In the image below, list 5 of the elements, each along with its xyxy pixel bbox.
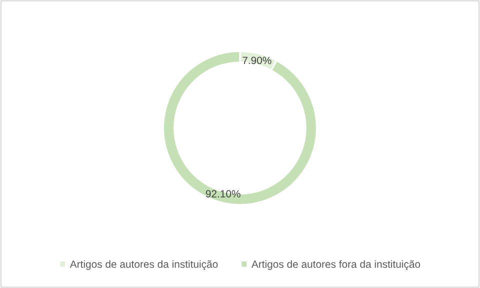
legend-label: Artigos de autores da instituição (70, 260, 218, 270)
data-label: 7.90% (242, 56, 272, 64)
donut-slice (162, 50, 318, 206)
legend-label: Artigos de autores fora da instituição (251, 260, 420, 270)
data-label: 92.10% (206, 190, 240, 198)
